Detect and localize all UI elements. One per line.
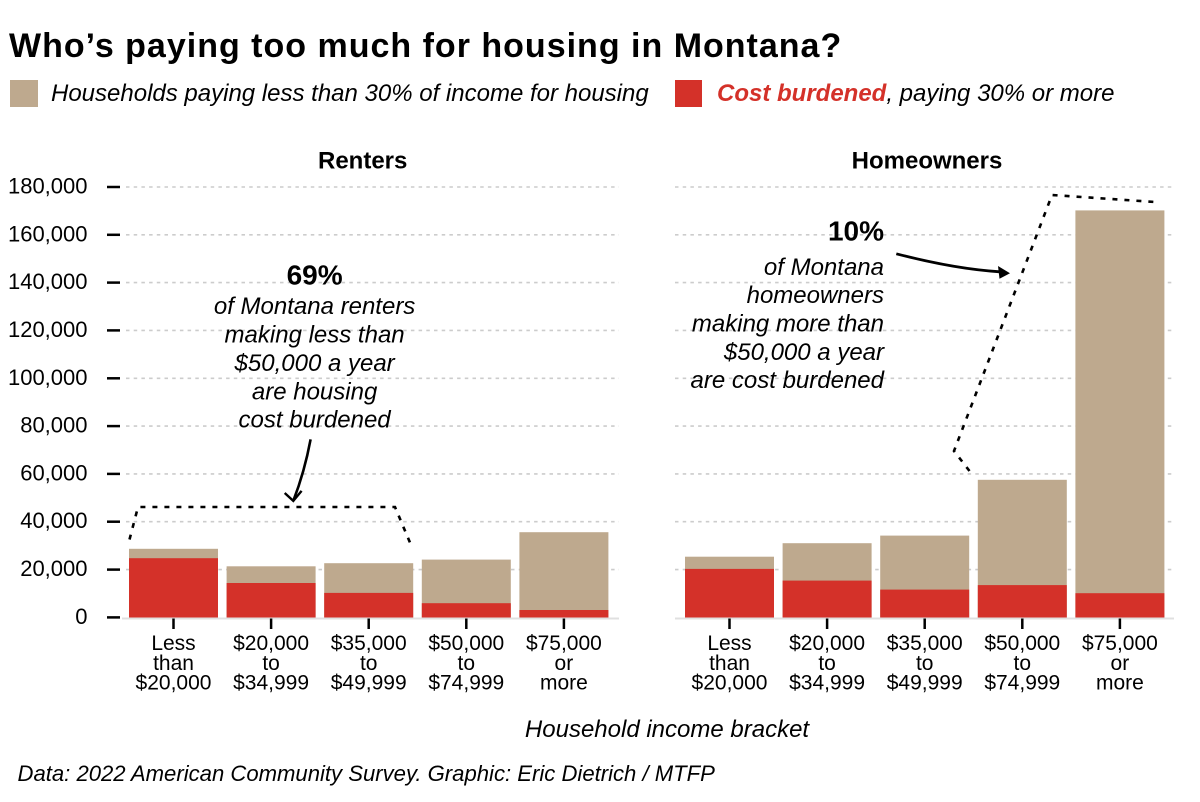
svg-text:140,000: 140,000 — [8, 269, 88, 294]
svg-text:$74,999: $74,999 — [984, 672, 1060, 695]
svg-text:or: or — [1111, 652, 1130, 675]
svg-text:$35,000: $35,000 — [887, 632, 963, 655]
svg-text:20,000: 20,000 — [20, 556, 87, 581]
svg-text:0: 0 — [75, 604, 87, 629]
svg-text:$50,000 a year: $50,000 a year — [234, 350, 396, 377]
svg-text:$34,999: $34,999 — [789, 672, 865, 695]
svg-text:$20,000: $20,000 — [789, 632, 865, 655]
svg-text:$20,000: $20,000 — [233, 632, 309, 655]
svg-text:$34,999: $34,999 — [233, 672, 309, 695]
svg-text:homeowners: homeowners — [747, 282, 884, 309]
svg-text:80,000: 80,000 — [20, 413, 87, 438]
svg-text:40,000: 40,000 — [20, 508, 87, 533]
svg-text:$74,999: $74,999 — [428, 672, 504, 695]
svg-text:$49,999: $49,999 — [331, 672, 407, 695]
svg-text:10%: 10% — [828, 215, 884, 246]
svg-text:of Montana renters: of Montana renters — [214, 293, 415, 320]
svg-text:Household income bracket: Household income bracket — [525, 716, 810, 743]
svg-text:$50,000: $50,000 — [984, 632, 1060, 655]
svg-text:$35,000: $35,000 — [331, 632, 407, 655]
svg-text:to: to — [458, 652, 476, 675]
svg-text:to: to — [1014, 652, 1032, 675]
svg-text:Cost burdened, paying 30% or m: Cost burdened, paying 30% or more — [717, 80, 1114, 107]
svg-text:$49,999: $49,999 — [887, 672, 963, 695]
svg-text:60,000: 60,000 — [20, 460, 87, 485]
svg-text:more: more — [540, 672, 588, 695]
svg-text:160,000: 160,000 — [8, 221, 88, 246]
svg-text:Households paying less than 30: Households paying less than 30% of incom… — [51, 80, 649, 107]
svg-text:or: or — [555, 652, 574, 675]
svg-text:making less than: making less than — [225, 321, 405, 348]
svg-text:are cost burdened: are cost burdened — [691, 367, 885, 394]
svg-text:Homeowners: Homeowners — [852, 148, 1003, 175]
svg-text:Less: Less — [151, 632, 195, 655]
svg-text:Renters: Renters — [318, 148, 407, 175]
svg-text:$50,000 a year: $50,000 a year — [723, 339, 885, 366]
svg-text:to: to — [360, 652, 378, 675]
svg-text:than: than — [709, 652, 750, 675]
svg-text:to: to — [262, 652, 280, 675]
svg-text:69%: 69% — [287, 259, 343, 290]
svg-text:$20,000: $20,000 — [692, 672, 768, 695]
svg-text:$20,000: $20,000 — [136, 672, 212, 695]
svg-text:Less: Less — [707, 632, 751, 655]
svg-text:$50,000: $50,000 — [428, 632, 504, 655]
svg-text:$75,000: $75,000 — [1082, 632, 1158, 655]
svg-text:Data: 2022 American Community: Data: 2022 American Community Survey. Gr… — [18, 761, 716, 786]
svg-text:120,000: 120,000 — [8, 317, 88, 342]
svg-text:more: more — [1096, 672, 1144, 695]
svg-text:to: to — [916, 652, 934, 675]
svg-text:to: to — [818, 652, 836, 675]
svg-text:of Montana: of Montana — [764, 254, 884, 281]
svg-text:than: than — [153, 652, 194, 675]
svg-text:are housing: are housing — [252, 378, 378, 405]
svg-text:$75,000: $75,000 — [526, 632, 602, 655]
svg-text:180,000: 180,000 — [8, 174, 88, 199]
svg-text:making more than: making more than — [692, 311, 884, 338]
svg-text:100,000: 100,000 — [8, 365, 88, 390]
svg-text:cost burdened: cost burdened — [239, 407, 392, 434]
svg-text:Who’s paying too much for hous: Who’s paying too much for housing in Mon… — [9, 27, 842, 65]
